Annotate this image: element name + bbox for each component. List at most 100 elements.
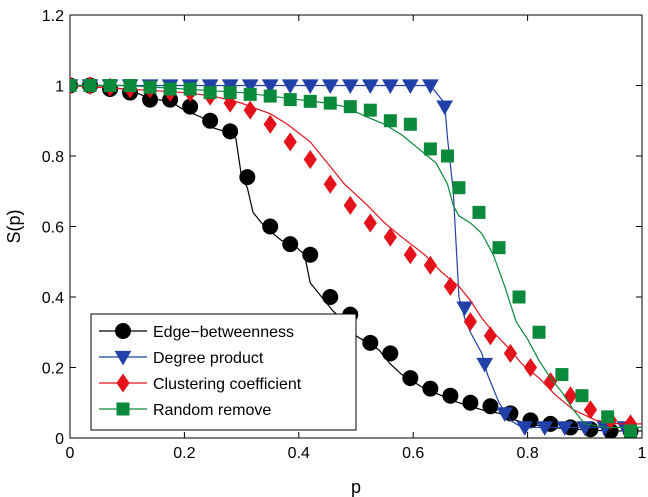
- series-marker: [321, 79, 339, 95]
- x-tick-label: 0.2: [173, 445, 195, 462]
- series-marker: [383, 114, 397, 128]
- legend-box: [90, 313, 357, 431]
- series-marker: [423, 255, 437, 275]
- series-marker: [303, 94, 317, 108]
- series-marker: [203, 86, 217, 100]
- series-marker: [436, 100, 454, 116]
- series-marker: [302, 246, 319, 263]
- series-marker: [383, 227, 397, 247]
- series-marker: [403, 117, 417, 131]
- legend-marker: [116, 402, 130, 416]
- series-marker: [503, 343, 518, 363]
- series-marker: [536, 421, 554, 436]
- series-marker: [261, 79, 279, 95]
- series-marker: [222, 123, 239, 140]
- x-tick-label: 0: [66, 445, 75, 462]
- series-marker: [163, 82, 177, 96]
- series-marker: [143, 80, 157, 94]
- series-marker: [223, 86, 237, 100]
- series-marker: [263, 89, 277, 103]
- series-marker: [441, 149, 455, 163]
- x-tick-label: 0.4: [288, 445, 310, 462]
- y-tick-label: 0.6: [42, 220, 64, 237]
- series-marker: [523, 357, 538, 378]
- series-marker: [556, 421, 574, 436]
- series-marker: [341, 79, 359, 95]
- y-tick-label: 0.8: [42, 149, 64, 166]
- series-marker: [239, 169, 256, 186]
- series-marker: [423, 142, 437, 156]
- series-marker: [483, 326, 498, 346]
- y-tick-label: 0: [55, 431, 64, 448]
- series-marker: [463, 312, 478, 332]
- legend-label: Degree product: [153, 350, 264, 367]
- series-marker: [381, 79, 399, 95]
- series-marker: [323, 96, 337, 110]
- series-marker: [402, 370, 419, 387]
- series-marker: [243, 87, 257, 101]
- series-marker: [283, 132, 297, 152]
- series-marker: [70, 79, 77, 92]
- legend-label: Clustering coefficient: [153, 376, 302, 393]
- series-marker: [282, 236, 299, 253]
- series-3: [70, 79, 642, 438]
- series-marker: [476, 357, 494, 373]
- series-marker: [456, 301, 474, 317]
- x-axis-label: p: [351, 477, 361, 497]
- series-marker: [482, 398, 499, 415]
- series-marker: [532, 325, 546, 339]
- series-marker: [323, 174, 337, 194]
- series-marker: [243, 100, 257, 120]
- legend-label: Edge−betweenness: [153, 324, 294, 341]
- series-marker: [442, 387, 459, 404]
- series-marker: [262, 218, 279, 235]
- series-marker: [103, 79, 117, 92]
- series-marker: [83, 79, 97, 92]
- legend-label: Random remove: [153, 402, 271, 419]
- series-marker: [422, 380, 439, 397]
- series-marker: [624, 424, 638, 438]
- series-marker: [362, 334, 379, 351]
- series-marker: [343, 100, 357, 114]
- series-marker: [421, 79, 439, 95]
- series-marker: [516, 421, 534, 436]
- series-marker: [322, 289, 339, 305]
- y-tick-label: 1.2: [42, 8, 64, 25]
- series-marker: [361, 79, 379, 95]
- series-marker: [303, 150, 317, 170]
- legend-marker: [114, 350, 132, 366]
- x-tick-label: 0.6: [402, 445, 424, 462]
- y-tick-label: 1: [55, 79, 64, 96]
- series-marker: [452, 181, 466, 195]
- y-tick-label: 0.2: [42, 361, 64, 378]
- y-tick-label: 0.4: [42, 290, 64, 307]
- series-marker: [363, 103, 377, 117]
- series-marker: [462, 394, 479, 411]
- series-marker: [343, 195, 357, 215]
- series-marker: [183, 82, 197, 96]
- legend-marker: [115, 323, 131, 339]
- series-marker: [443, 276, 457, 296]
- series-marker: [281, 79, 299, 95]
- y-axis-label: S(p): [4, 209, 24, 243]
- series-marker: [123, 79, 137, 92]
- legend-marker: [116, 373, 130, 393]
- series-marker: [283, 93, 297, 107]
- series-marker: [472, 205, 486, 219]
- series-marker: [583, 400, 598, 420]
- x-tick-label: 0.8: [516, 445, 538, 462]
- legend: Edge−betweenness Degree product Clustering…: [90, 313, 357, 431]
- series-marker: [363, 213, 377, 233]
- series-marker: [301, 79, 319, 95]
- series-marker: [496, 407, 514, 422]
- series-marker: [263, 114, 277, 134]
- series-marker: [401, 79, 419, 95]
- series-marker: [601, 410, 615, 424]
- series-marker: [492, 241, 506, 255]
- series-marker: [543, 372, 558, 392]
- series-marker: [575, 389, 589, 403]
- series-marker: [555, 368, 569, 382]
- series-marker: [512, 290, 526, 304]
- series-marker: [202, 112, 219, 129]
